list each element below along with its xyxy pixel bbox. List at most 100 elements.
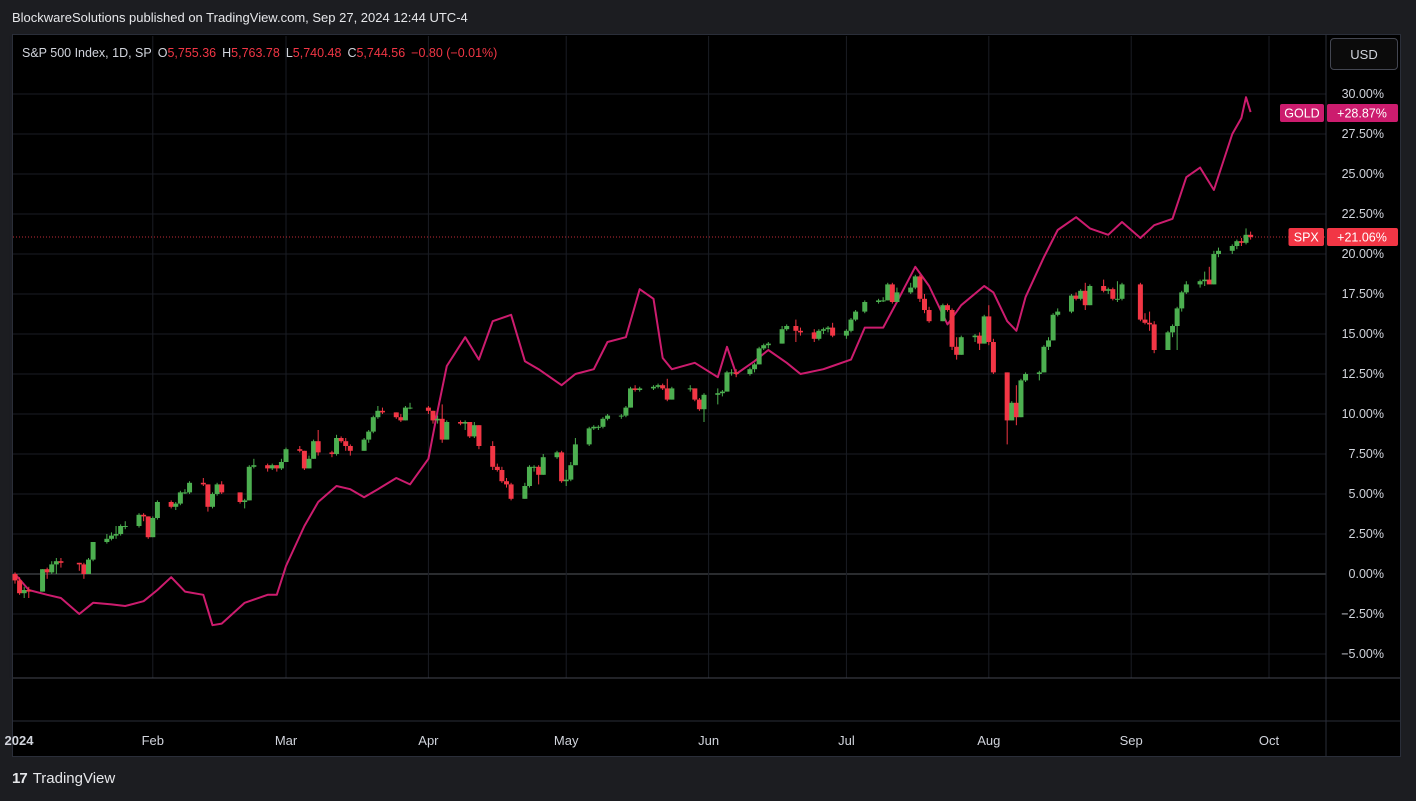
candle-down[interactable] — [1147, 322, 1153, 325]
candle-up[interactable] — [1202, 279, 1208, 282]
candle-up[interactable] — [572, 444, 578, 466]
candle-up[interactable] — [1055, 311, 1061, 315]
candle-up[interactable] — [669, 388, 675, 400]
candle-up[interactable] — [885, 284, 891, 301]
candle-down[interactable] — [76, 562, 82, 565]
candle-up[interactable] — [531, 466, 537, 468]
candle-up[interactable] — [876, 300, 882, 302]
candle-up[interactable] — [90, 542, 96, 560]
candle-down[interactable] — [205, 484, 211, 507]
candle-down[interactable] — [921, 298, 927, 310]
candle-up[interactable] — [361, 439, 367, 451]
candle-down[interactable] — [1142, 319, 1148, 323]
candle-up[interactable] — [1215, 250, 1221, 254]
candle-up[interactable] — [816, 330, 822, 339]
candle-up[interactable] — [251, 465, 257, 467]
candle-up[interactable] — [853, 311, 859, 320]
candle-up[interactable] — [628, 388, 634, 408]
candle-up[interactable] — [880, 300, 886, 302]
candle-up[interactable] — [687, 388, 693, 390]
candle-up[interactable] — [958, 337, 964, 355]
candle-up[interactable] — [334, 438, 340, 454]
candle-up[interactable] — [752, 364, 758, 370]
candle-up[interactable] — [715, 393, 721, 395]
candle-down[interactable] — [830, 327, 836, 336]
candle-up[interactable] — [972, 335, 978, 338]
candle-down[interactable] — [503, 481, 509, 485]
candle-up[interactable] — [40, 569, 46, 592]
candle-down[interactable] — [536, 466, 542, 475]
candle-up[interactable] — [306, 458, 312, 469]
candle-down[interactable] — [944, 305, 950, 310]
candle-up[interactable] — [407, 407, 413, 409]
candle-up[interactable] — [136, 514, 142, 526]
candle-up[interactable] — [182, 492, 188, 494]
candle-up[interactable] — [444, 422, 450, 440]
candle-up[interactable] — [618, 415, 624, 417]
candle-up[interactable] — [554, 452, 560, 458]
candle-up[interactable] — [1105, 289, 1111, 291]
candle-up[interactable] — [862, 302, 868, 312]
candle-up[interactable] — [154, 502, 160, 518]
candle-down[interactable] — [889, 284, 895, 302]
candle-down[interactable] — [329, 452, 335, 454]
candle-down[interactable] — [1101, 286, 1107, 291]
candle-down[interactable] — [200, 482, 206, 485]
candle-down[interactable] — [949, 310, 955, 347]
candle-down[interactable] — [1082, 290, 1088, 306]
candle-up[interactable] — [402, 407, 408, 421]
candle-down[interactable] — [1238, 241, 1244, 243]
candle-down[interactable] — [141, 514, 147, 517]
candle-up[interactable] — [848, 319, 854, 331]
candle-down[interactable] — [297, 449, 303, 451]
gold-series-line[interactable] — [14, 96, 1252, 627]
candle-up[interactable] — [1023, 374, 1029, 381]
candle-up[interactable] — [366, 431, 372, 440]
candle-up[interactable] — [765, 343, 771, 346]
candle-up[interactable] — [591, 426, 597, 429]
candle-down[interactable] — [490, 446, 496, 467]
candle-down[interactable] — [559, 452, 565, 482]
candle-up[interactable] — [150, 518, 156, 538]
candle-down[interactable] — [301, 450, 307, 469]
candle-up[interactable] — [719, 391, 725, 394]
candle-up[interactable] — [242, 500, 248, 502]
candle-down[interactable] — [508, 484, 514, 499]
candle-down[interactable] — [338, 438, 344, 442]
candle-down[interactable] — [797, 330, 803, 333]
candle-up[interactable] — [122, 526, 128, 527]
candle-up[interactable] — [1078, 290, 1084, 299]
candle-down[interactable] — [1110, 289, 1116, 299]
candle-down[interactable] — [1013, 402, 1019, 418]
candle-up[interactable] — [311, 441, 317, 459]
candle-up[interactable] — [747, 369, 753, 374]
candle-up[interactable] — [1183, 284, 1189, 293]
candle-down[interactable] — [81, 564, 87, 574]
candle-up[interactable] — [526, 466, 532, 486]
candle-up[interactable] — [540, 457, 546, 475]
candle-down[interactable] — [660, 385, 666, 389]
candle-up[interactable] — [1243, 234, 1249, 243]
candle-up[interactable] — [1114, 298, 1120, 300]
candle-down[interactable] — [145, 516, 151, 538]
candle-up[interactable] — [825, 327, 831, 330]
candle-up[interactable] — [177, 492, 183, 504]
candle-up[interactable] — [49, 564, 55, 573]
candle-down[interactable] — [398, 417, 404, 421]
candle-up[interactable] — [563, 479, 569, 482]
candle-up[interactable] — [283, 449, 289, 462]
candle-up[interactable] — [173, 503, 179, 507]
candle-down[interactable] — [458, 422, 464, 424]
candle-up[interactable] — [278, 462, 284, 469]
candle-up[interactable] — [1174, 308, 1180, 326]
candle-up[interactable] — [471, 425, 477, 437]
candle-down[interactable] — [315, 441, 321, 453]
candle-up[interactable] — [1009, 402, 1015, 421]
candle-up[interactable] — [940, 305, 946, 322]
candle-down[interactable] — [347, 446, 353, 451]
candle-down[interactable] — [1206, 279, 1212, 285]
candle-up[interactable] — [269, 465, 275, 469]
candle-up[interactable] — [1234, 241, 1240, 246]
candle-up[interactable] — [637, 388, 643, 390]
currency-button[interactable]: USD — [1330, 38, 1398, 70]
